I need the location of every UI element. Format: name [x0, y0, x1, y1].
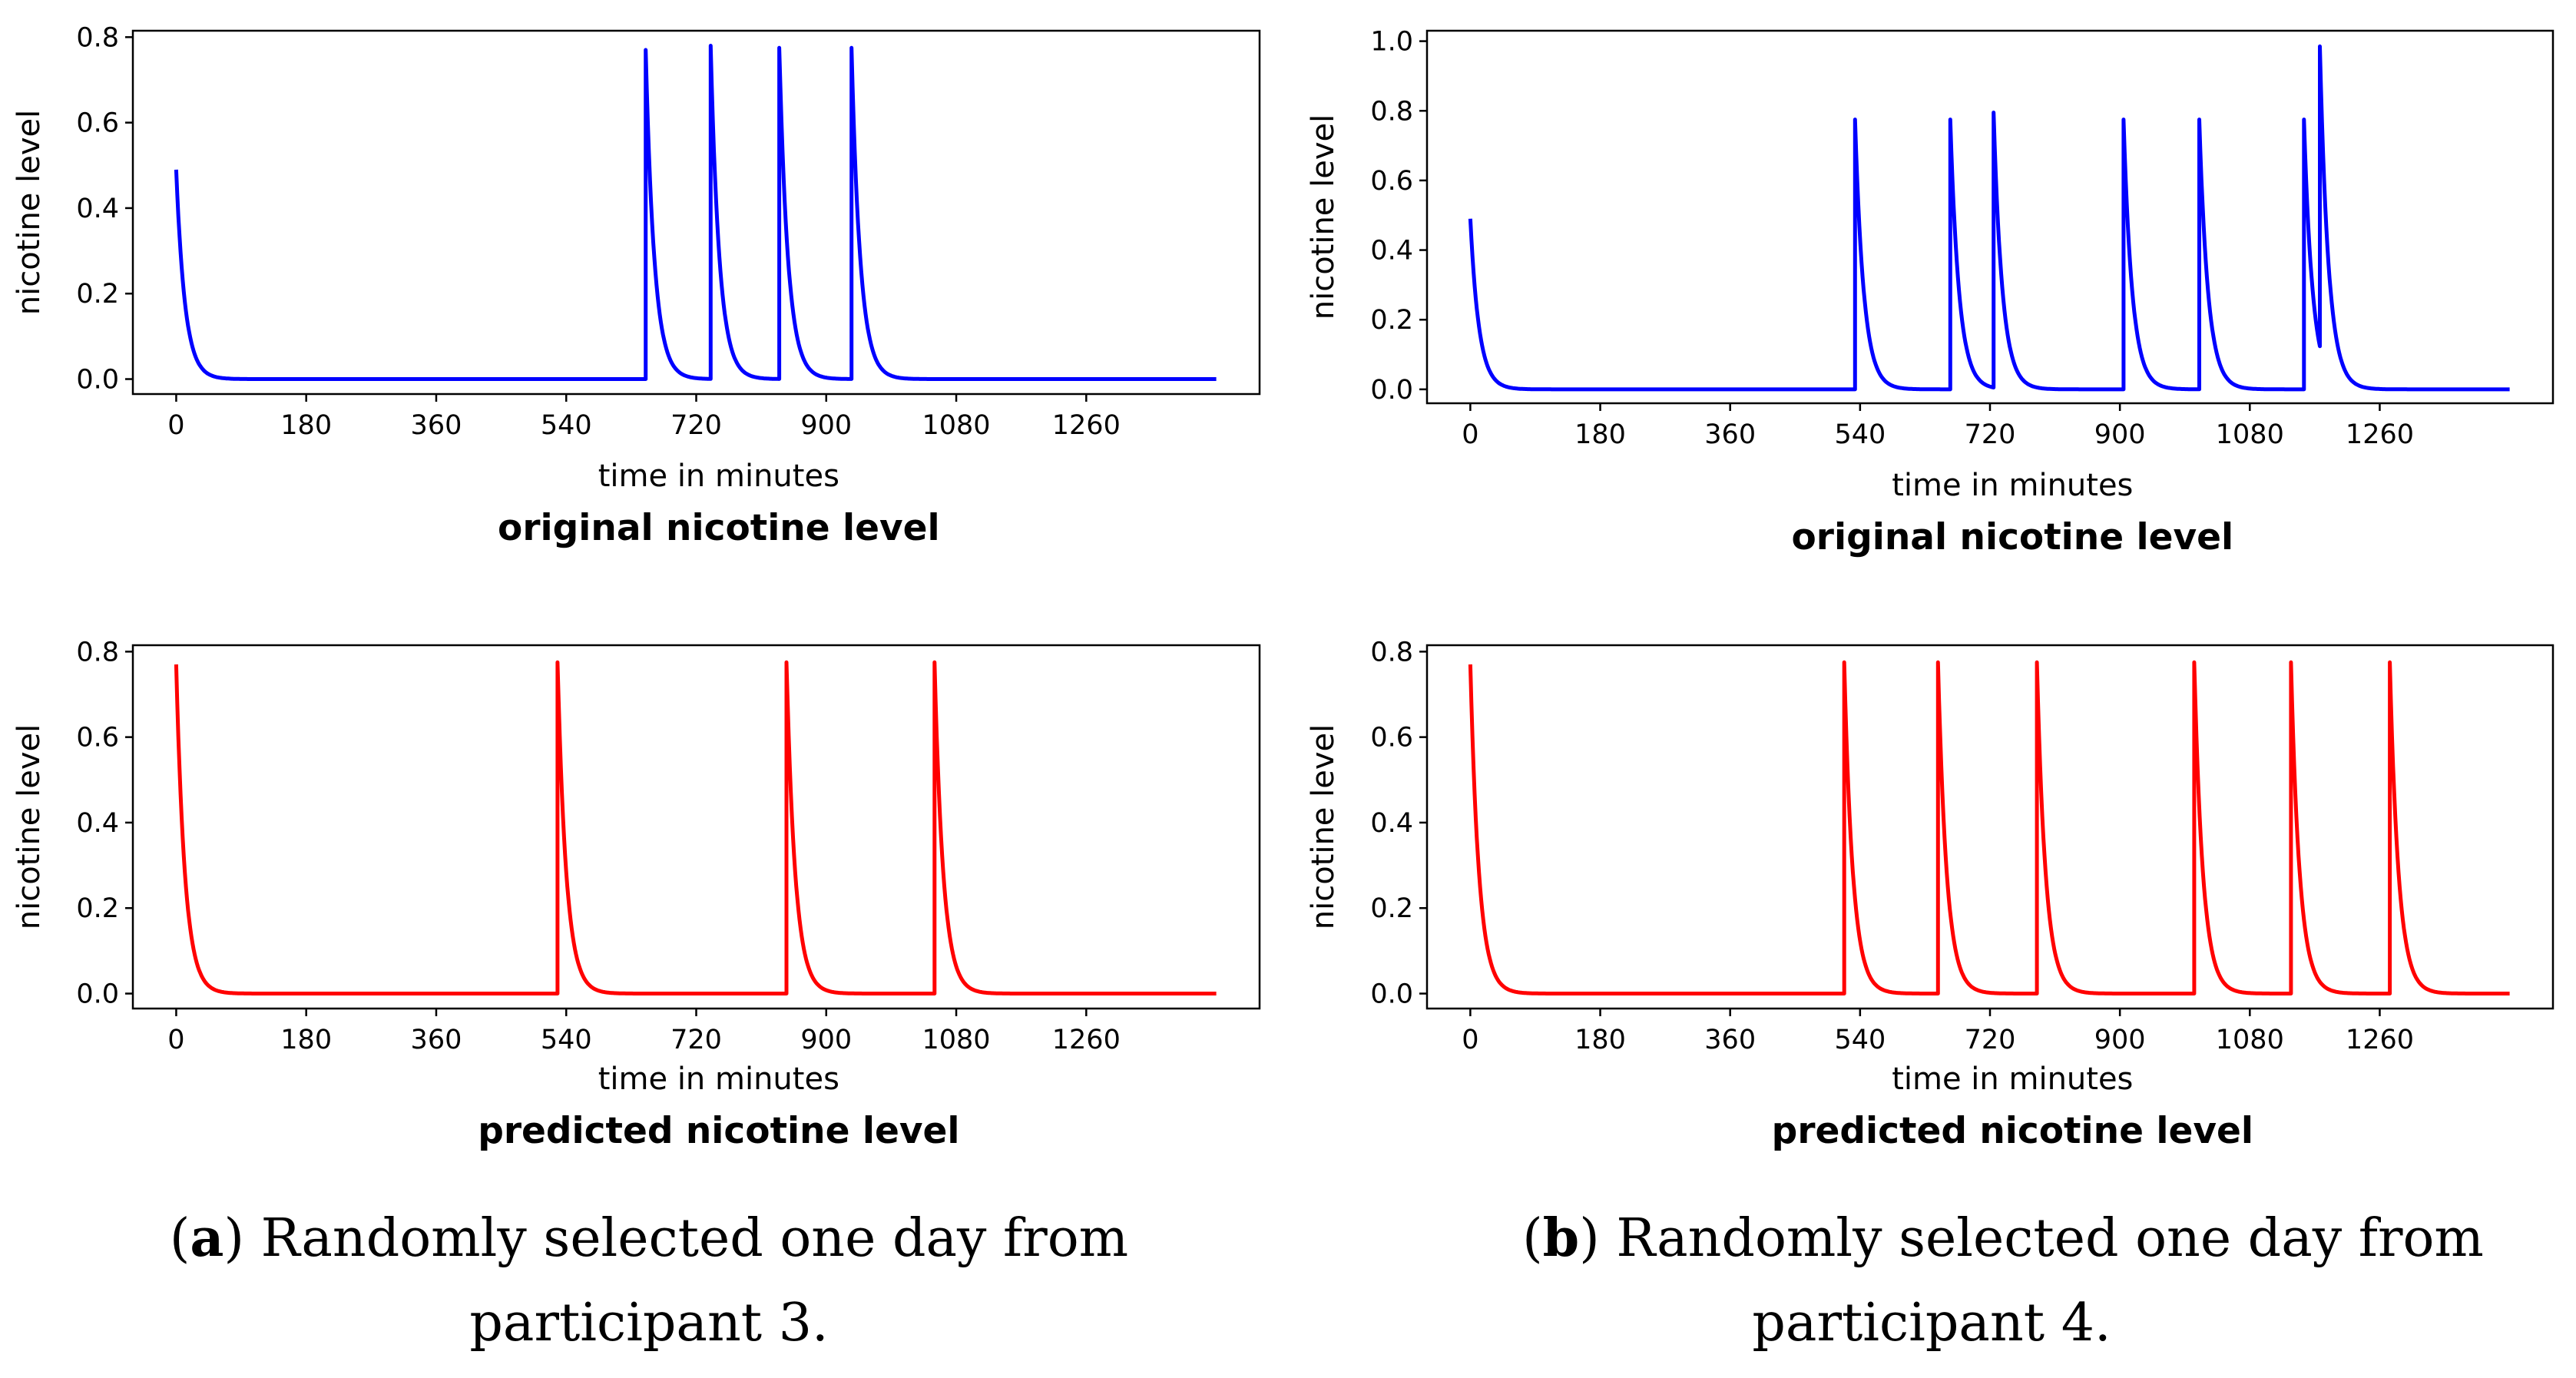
y-axis-label: nicotine level	[1306, 724, 1341, 930]
x-tick-label: 720	[670, 410, 722, 441]
y-axis-label: nicotine level	[12, 110, 47, 316]
panel-a-predicted: 0.0 0.2 0.4 0.6 0.8 0 180 360 540 720 900 1080 1260…	[12, 637, 1261, 1152]
x-tick-label: 0	[167, 1025, 184, 1055]
chart-title: predicted nicotine level	[1772, 1110, 2253, 1152]
x-tick-label: 1080	[922, 1025, 990, 1055]
chart-title: original nicotine level	[498, 507, 940, 549]
y-tick-label: 0.0	[76, 979, 119, 1010]
x-tick-label: 720	[670, 1025, 722, 1055]
plot-frame	[1425, 29, 2554, 405]
x-tick-label: 540	[541, 1025, 592, 1055]
y-tick-label: 0.6	[76, 108, 119, 139]
x-tick-label: 180	[280, 410, 332, 441]
x-axis-label: time in minutes	[598, 459, 839, 494]
x-tick-label: 1080	[922, 410, 990, 441]
chart-title: original nicotine level	[1792, 516, 2234, 558]
x-tick-label: 180	[1574, 419, 1626, 450]
y-tick-label: 0.8	[1370, 96, 1413, 127]
x-tick-label: 900	[2094, 419, 2146, 450]
y-tick-label: 0.8	[76, 637, 119, 667]
caption-b-letter: b	[1543, 1207, 1580, 1269]
caption-a-line1: (a) Randomly selected one day from	[170, 1207, 1128, 1269]
x-tick-label: 1260	[1052, 1025, 1121, 1055]
y-axis-label: nicotine level	[12, 724, 47, 930]
series-line-original	[174, 44, 1218, 381]
y-tick-label: 0.8	[76, 22, 119, 53]
caption-b: (b) Randomly selected one day from parti…	[1522, 1207, 2484, 1353]
y-tick-label: 0.0	[76, 365, 119, 396]
x-tick-label: 0	[1462, 1025, 1478, 1055]
y-tick-label: 0.6	[1370, 723, 1413, 754]
caption-b-line1: (b) Randomly selected one day from	[1522, 1207, 2484, 1269]
y-tick-label: 0.2	[76, 279, 119, 310]
x-tick-label: 180	[1574, 1025, 1626, 1055]
x-tick-label: 540	[541, 410, 592, 441]
y-tick-label: 0.6	[76, 723, 119, 754]
y-axis-label: nicotine level	[1306, 114, 1341, 320]
x-tick-label: 360	[1704, 419, 1756, 450]
x-tick-label: 1260	[2346, 419, 2414, 450]
y-tick-label: 0.4	[1370, 236, 1413, 267]
series-line-original	[1468, 44, 2511, 392]
panel-a-original: 0.0 0.2 0.4 0.6 0.8 0 180 360 540 720 900 1080 1260…	[12, 22, 1261, 549]
x-tick-label: 900	[800, 1025, 852, 1055]
x-axis-label: time in minutes	[1892, 468, 2133, 503]
y-tick-label: 0.4	[76, 808, 119, 839]
y-tick-label: 0.2	[76, 893, 119, 924]
y-tick-label: 0.4	[76, 194, 119, 224]
y-tick-label: 0.4	[1370, 808, 1413, 839]
series-line-predicted	[174, 660, 1217, 995]
panel-b-original: 0.0 0.2 0.4 0.6 0.8 1.0 0 180 360 540 720 900 1080 1…	[1306, 27, 2554, 558]
x-tick-label: 720	[1965, 419, 2016, 450]
x-tick-label: 1260	[1052, 410, 1121, 441]
caption-a-letter: a	[190, 1207, 223, 1269]
x-tick-label: 540	[1834, 1025, 1886, 1055]
x-tick-label: 360	[411, 410, 462, 441]
y-tick-label: 0.2	[1370, 893, 1413, 924]
y-tick-label: 0.2	[1370, 305, 1413, 336]
x-axis-label: time in minutes	[598, 1062, 839, 1097]
plot-frame	[1425, 644, 2554, 1010]
x-tick-label: 540	[1834, 419, 1886, 450]
y-tick-label: 0.0	[1370, 375, 1413, 406]
x-tick-label: 0	[1462, 419, 1478, 450]
plot-frame	[131, 29, 1261, 396]
y-tick-label: 0.0	[1370, 979, 1413, 1010]
caption-a-line2: participant 3.	[469, 1293, 828, 1353]
x-tick-label: 1260	[2346, 1025, 2414, 1055]
x-tick-label: 360	[1704, 1025, 1756, 1055]
x-tick-label: 360	[411, 1025, 462, 1055]
x-tick-label: 180	[280, 1025, 332, 1055]
x-tick-label: 720	[1965, 1025, 2016, 1055]
chart-title: predicted nicotine level	[478, 1110, 959, 1152]
series-line-predicted	[1468, 660, 2511, 995]
caption-b-line2: participant 4.	[1752, 1293, 2111, 1353]
x-tick-label: 1080	[2216, 1025, 2284, 1055]
x-tick-label: 1080	[2216, 419, 2284, 450]
panel-b-predicted: 0.0 0.2 0.4 0.6 0.8 0 180 360 540 720 900 1080 1260…	[1306, 637, 2554, 1152]
x-tick-label: 900	[800, 410, 852, 441]
y-tick-label: 0.6	[1370, 166, 1413, 197]
x-tick-label: 0	[167, 410, 184, 441]
y-tick-label: 1.0	[1370, 27, 1413, 58]
caption-a: (a) Randomly selected one day from parti…	[170, 1207, 1128, 1353]
x-axis-label: time in minutes	[1892, 1062, 2133, 1097]
plot-frame	[131, 644, 1261, 1010]
x-tick-label: 900	[2094, 1025, 2146, 1055]
y-tick-label: 0.8	[1370, 637, 1413, 667]
